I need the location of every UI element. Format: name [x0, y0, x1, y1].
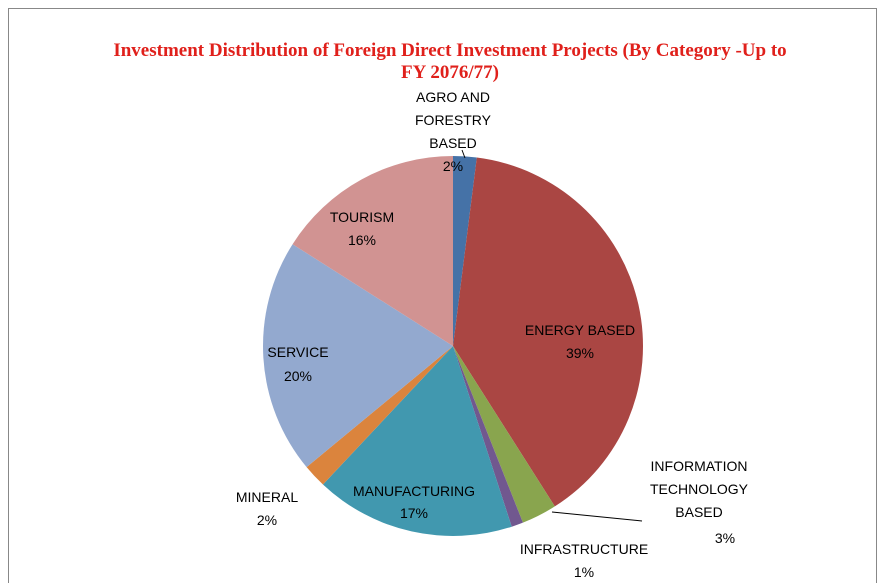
leader-line — [461, 149, 466, 159]
slice-value-label: 16% — [347, 232, 377, 248]
slice-label: TOURISM — [329, 209, 395, 225]
chart-title: Investment Distribution of Foreign Direc… — [113, 40, 787, 83]
pie-slice — [306, 346, 453, 485]
slice-value-label: 1% — [573, 564, 595, 580]
slice-value-label: 2% — [256, 512, 278, 528]
slice-value-label: 17% — [399, 505, 429, 521]
leader-line — [551, 511, 643, 522]
pie-slice — [322, 346, 512, 536]
pie-slice — [263, 244, 453, 468]
chart-frame — [8, 8, 877, 583]
pie-slice — [453, 346, 555, 523]
pie-slice — [453, 157, 643, 507]
pie-slice — [292, 156, 453, 346]
slice-label: INFRASTRUCTURE — [519, 541, 649, 557]
slice-label: SERVICE — [267, 344, 329, 360]
pie-slice — [453, 156, 477, 346]
slice-label: AGRO AND FORESTRY BASED — [415, 89, 491, 151]
slice-label: ENERGY BASED — [524, 322, 636, 338]
slice-value-label: 2% — [442, 158, 464, 174]
slice-label: MINERAL — [235, 489, 299, 505]
slice-value-label: 20% — [283, 368, 313, 384]
slice-value-label: 39% — [565, 345, 595, 361]
slice-label: MANUFACTURING — [352, 483, 476, 499]
slice-label: INFORMATION TECHNOLOGY BASED — [649, 458, 748, 520]
slice-value-label: 3% — [714, 530, 736, 546]
pie-slice — [453, 346, 523, 527]
